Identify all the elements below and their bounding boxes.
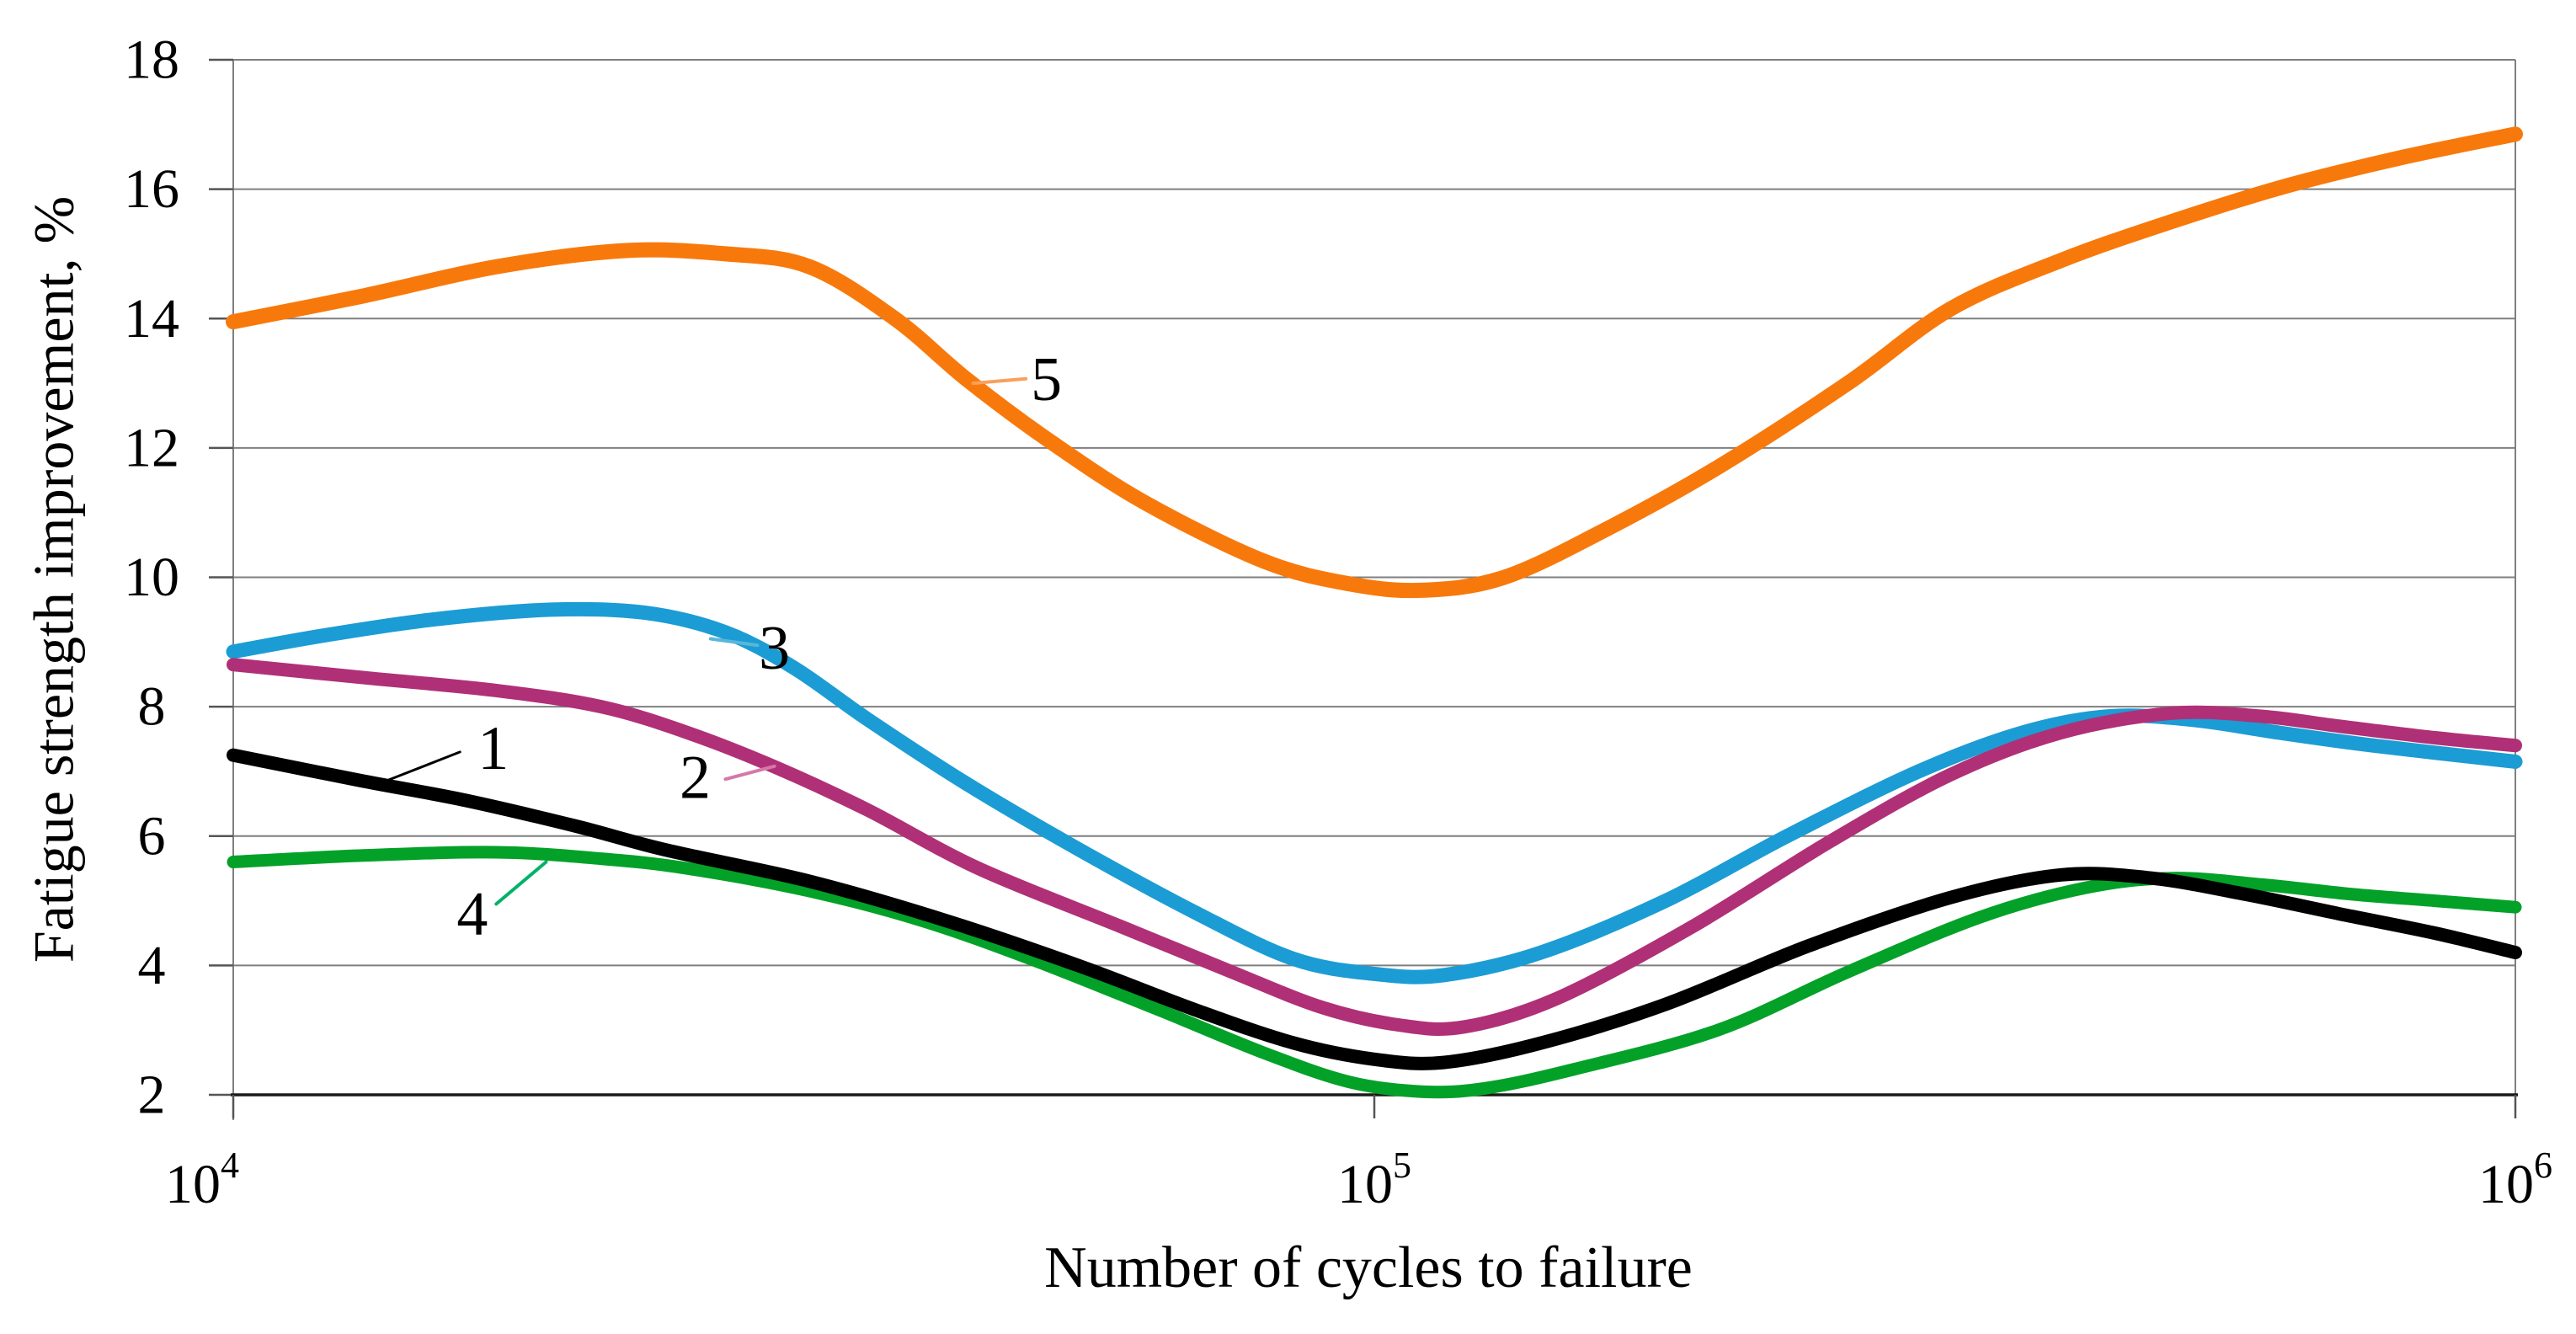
curve-label-2: 2 xyxy=(680,744,711,813)
y-tick-label-4: 4 xyxy=(138,935,166,996)
leader-line-5 xyxy=(971,376,1028,386)
curve-label-5: 5 xyxy=(1031,345,1062,414)
y-tick-label-2: 2 xyxy=(138,1065,166,1126)
x-tick-label-10e6: 106 xyxy=(2478,1145,2552,1215)
y-axis-title: Fatigue strength improvement, % xyxy=(21,195,86,963)
curve-label-3: 3 xyxy=(759,614,790,683)
y-tick-label-6: 6 xyxy=(138,805,166,867)
leader-line-3 xyxy=(708,637,760,648)
leader-line-1 xyxy=(384,750,461,782)
x-tick-label-10e4: 104 xyxy=(165,1145,239,1215)
y-tick-label-18: 18 xyxy=(124,29,179,91)
leader-line-4 xyxy=(494,860,548,906)
y-tick-label-12: 12 xyxy=(124,417,179,478)
y-tick-label-16: 16 xyxy=(124,158,179,220)
curve-label-1: 1 xyxy=(477,714,509,783)
x-tick-label-10e5: 105 xyxy=(1337,1145,1411,1215)
y-tick-label-8: 8 xyxy=(138,676,166,738)
y-tick-label-10: 10 xyxy=(124,547,179,608)
series-line-2 xyxy=(227,658,2522,1036)
series-line-5 xyxy=(226,126,2523,599)
y-tick-label-14: 14 xyxy=(124,288,179,350)
series-line-3 xyxy=(226,601,2523,984)
leader-line-2 xyxy=(723,764,776,782)
series-line-1 xyxy=(227,748,2522,1070)
x-axis-title: Number of cycles to failure xyxy=(1044,1235,1693,1300)
curve-label-4: 4 xyxy=(456,880,488,949)
